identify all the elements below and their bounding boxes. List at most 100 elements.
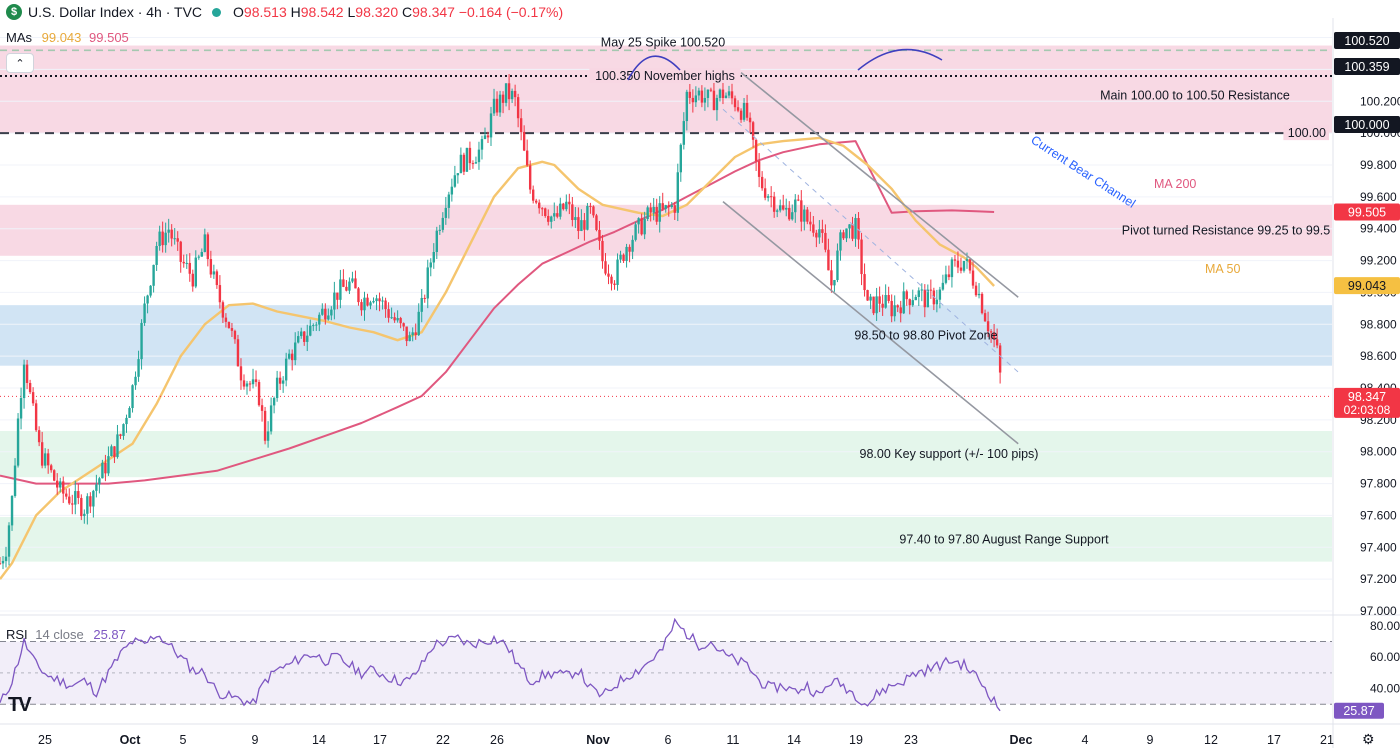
tradingview-logo[interactable]: TV	[8, 694, 32, 716]
candle-body	[803, 209, 806, 222]
time-tick-label: 17	[1267, 733, 1281, 747]
candle-body	[703, 97, 707, 103]
candle-body	[818, 229, 821, 238]
tag-may-spike	[1334, 32, 1400, 49]
candle-body	[568, 201, 571, 205]
candle-body	[28, 382, 32, 393]
candle-body	[583, 220, 586, 230]
candle-body	[544, 208, 547, 217]
candle-body	[423, 297, 426, 299]
tag-ma200-text: 99.505	[1348, 205, 1386, 219]
candle-body	[541, 208, 544, 210]
candle-body	[128, 408, 131, 418]
candle-body	[625, 246, 628, 261]
candle-body	[281, 380, 285, 384]
time-tick-label: Dec	[1010, 733, 1033, 747]
candle-body	[968, 259, 972, 271]
candle-body	[869, 296, 872, 301]
candle-body	[86, 496, 89, 514]
candle-body	[441, 217, 445, 230]
candle-body	[688, 91, 692, 98]
rsi-line[interactable]	[0, 618, 1001, 712]
candle-body	[333, 292, 336, 310]
candle-body	[501, 94, 505, 103]
resistance-zone-main-label: Main 100.00 to 100.50 Resistance	[1100, 89, 1290, 103]
candle-body	[986, 321, 990, 332]
candle-body	[203, 234, 207, 252]
candle-body	[559, 203, 562, 217]
time-tick-label: 17	[373, 733, 387, 747]
candle-body	[754, 139, 758, 162]
candle-body	[935, 299, 939, 305]
candle-body	[510, 90, 514, 100]
candle-body	[101, 462, 104, 479]
price-tick-label: 97.800	[1360, 477, 1397, 491]
rsi-legend[interactable]: RSI 14 close 25.87	[6, 627, 126, 642]
candle-body	[284, 358, 288, 381]
tag-nov-highs	[1334, 58, 1400, 75]
candle-body	[607, 273, 610, 277]
candle-body	[0, 563, 2, 565]
candle-body	[589, 205, 592, 207]
candle-body	[649, 207, 652, 213]
candle-body	[655, 206, 658, 222]
low-value: 98.320	[355, 4, 399, 20]
rsi-legend-params: 14 close	[35, 627, 84, 642]
candle-body	[215, 271, 219, 286]
candle-body	[881, 303, 884, 308]
candle-body	[535, 200, 538, 203]
candle-body	[89, 496, 92, 507]
symbol-title[interactable]: U.S. Dollar Index · 4h · TVC	[28, 4, 203, 20]
candle-body	[167, 229, 170, 233]
channel-upper-line[interactable]	[740, 71, 1019, 298]
ma-legend[interactable]: MAs 99.043 99.505	[6, 30, 129, 45]
gear-icon[interactable]: ⚙	[1362, 731, 1375, 747]
candle-body	[697, 90, 701, 96]
candle-body	[769, 196, 773, 198]
candle-body	[330, 309, 333, 316]
candle-body	[456, 173, 460, 176]
time-tick-label: 14	[312, 733, 326, 747]
candle-body	[306, 335, 309, 342]
time-tick-label: 21	[1320, 733, 1334, 747]
candle-body	[447, 194, 451, 208]
channel-lower-line[interactable]	[722, 201, 1019, 445]
candle-body	[974, 285, 978, 296]
candle-body	[522, 131, 526, 151]
candle-body	[324, 308, 327, 320]
market-status-dot	[212, 7, 222, 17]
candle-body	[188, 262, 191, 274]
rsi-legend-value: 25.87	[93, 627, 126, 642]
time-tick-label: 4	[1082, 733, 1089, 747]
candle-body	[923, 289, 927, 308]
time-tick-label: Oct	[120, 733, 142, 747]
candle-body	[721, 89, 725, 98]
candle-body	[450, 186, 454, 195]
candle-body	[200, 251, 204, 257]
candle-body	[724, 95, 728, 98]
candle-body	[62, 481, 65, 494]
candle-body	[812, 224, 815, 233]
candle-body	[538, 202, 541, 209]
candle-body	[375, 298, 378, 302]
candle-body	[995, 339, 999, 346]
tag-last-price	[1334, 387, 1400, 418]
candle-body	[513, 90, 517, 98]
candle-body	[53, 470, 56, 481]
time-tick-label: 25	[38, 733, 52, 747]
candle-body	[550, 216, 553, 222]
candle-body	[878, 296, 881, 304]
candle-body	[736, 107, 740, 111]
candle-body	[13, 465, 17, 496]
collapse-legend-button[interactable]: ⌃	[6, 53, 34, 73]
candle-body	[95, 484, 98, 491]
candle-body	[926, 289, 930, 308]
candle-body	[408, 335, 411, 342]
candle-body	[748, 117, 752, 123]
candle-body	[43, 453, 47, 466]
candle-body	[318, 314, 321, 325]
candle-body	[345, 286, 348, 291]
candle-body	[110, 446, 113, 457]
candle-body	[682, 121, 686, 145]
